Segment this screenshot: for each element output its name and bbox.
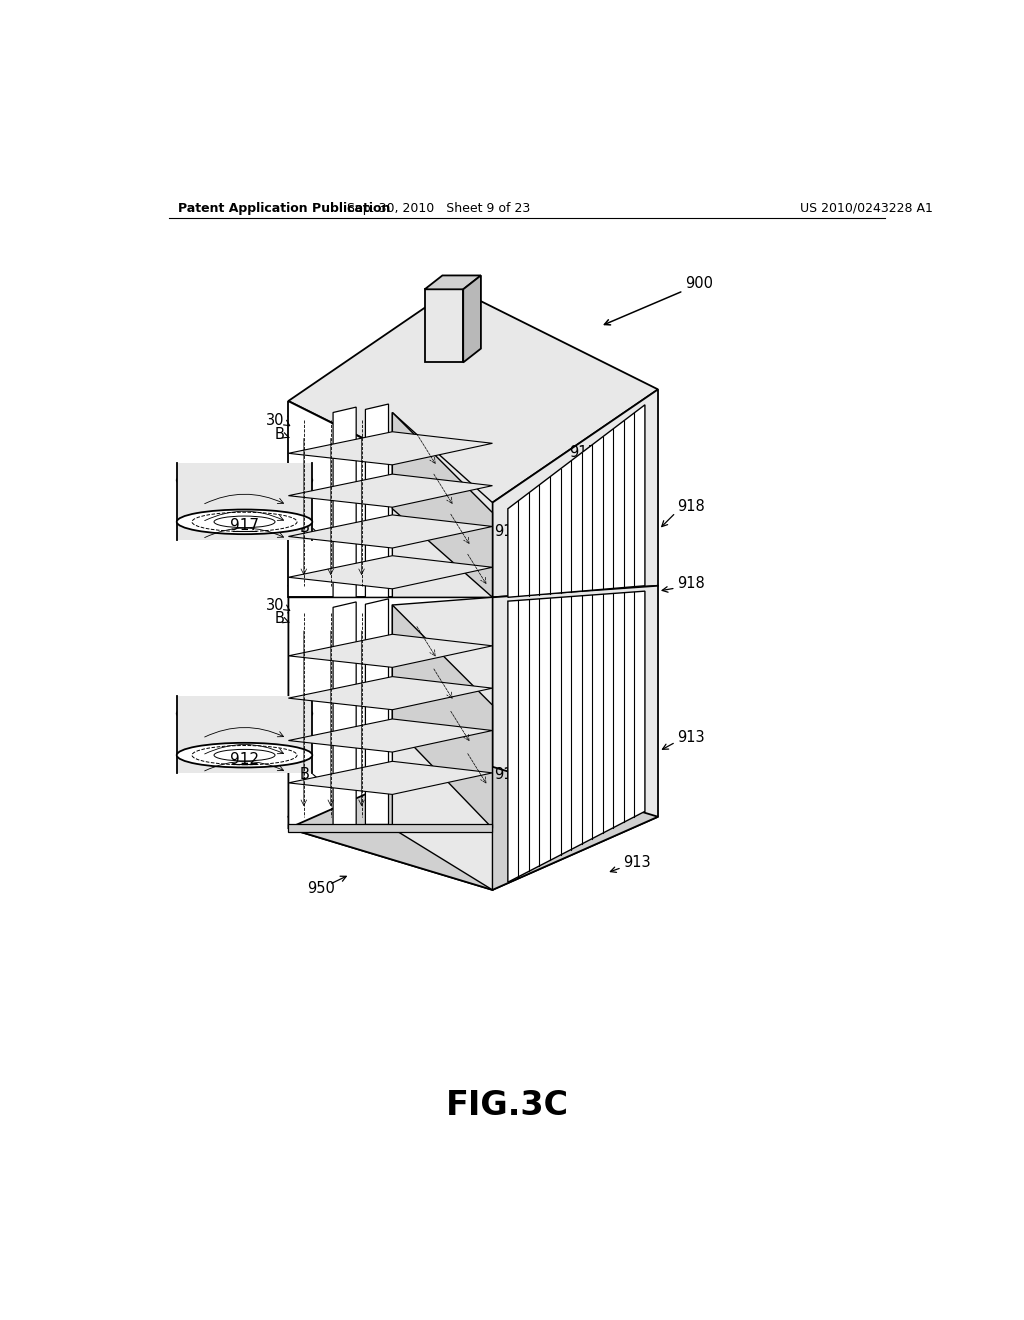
Text: 917: 917 [230, 519, 259, 533]
Text: 950: 950 [307, 880, 336, 896]
Polygon shape [289, 598, 493, 890]
Polygon shape [177, 696, 312, 774]
Polygon shape [289, 719, 493, 752]
Text: B: B [274, 426, 285, 442]
Polygon shape [333, 602, 356, 826]
Ellipse shape [177, 743, 312, 767]
Polygon shape [289, 825, 493, 832]
Polygon shape [289, 515, 493, 548]
Ellipse shape [177, 701, 312, 726]
Text: 40: 40 [451, 688, 469, 704]
Ellipse shape [214, 516, 275, 528]
Polygon shape [392, 605, 493, 829]
Text: 913: 913 [677, 730, 705, 744]
Polygon shape [366, 404, 388, 598]
Text: 30: 30 [266, 413, 285, 428]
Polygon shape [508, 405, 645, 598]
Text: 912: 912 [230, 751, 259, 767]
Polygon shape [508, 591, 645, 882]
Polygon shape [289, 288, 658, 503]
Polygon shape [392, 412, 493, 598]
Ellipse shape [214, 750, 275, 760]
Polygon shape [333, 407, 356, 598]
Text: Sep. 30, 2010   Sheet 9 of 23: Sep. 30, 2010 Sheet 9 of 23 [347, 202, 530, 215]
Polygon shape [289, 401, 493, 598]
Polygon shape [463, 276, 481, 363]
Text: 30: 30 [266, 598, 285, 612]
Polygon shape [289, 755, 658, 890]
Polygon shape [392, 598, 493, 890]
Ellipse shape [177, 467, 312, 492]
Text: 40: 40 [451, 482, 469, 498]
Polygon shape [392, 412, 493, 598]
Text: Patent Application Publication: Patent Application Publication [178, 202, 391, 215]
Polygon shape [289, 432, 493, 465]
Polygon shape [289, 677, 493, 710]
Polygon shape [289, 556, 493, 589]
Text: B: B [300, 520, 310, 536]
Polygon shape [425, 289, 463, 363]
Text: US 2010/0243228 A1: US 2010/0243228 A1 [801, 202, 933, 215]
Polygon shape [177, 462, 312, 540]
Text: B: B [387, 738, 397, 754]
Polygon shape [289, 635, 493, 668]
Polygon shape [366, 599, 388, 825]
Text: 918: 918 [677, 576, 705, 591]
Text: 911: 911 [494, 767, 522, 781]
Text: 913: 913 [624, 855, 651, 870]
Text: B: B [274, 611, 285, 627]
Polygon shape [493, 586, 658, 890]
Text: B: B [403, 627, 413, 642]
Text: 900: 900 [685, 276, 713, 292]
Polygon shape [289, 762, 493, 795]
Polygon shape [425, 276, 481, 289]
Polygon shape [289, 474, 493, 507]
Text: 910: 910 [550, 678, 579, 693]
Polygon shape [493, 389, 658, 598]
Text: FIG.3C: FIG.3C [446, 1089, 569, 1122]
Ellipse shape [177, 510, 312, 535]
Text: 916: 916 [494, 524, 522, 540]
Text: 918: 918 [677, 499, 705, 513]
Text: 915: 915 [569, 445, 597, 461]
Text: B: B [300, 767, 310, 781]
